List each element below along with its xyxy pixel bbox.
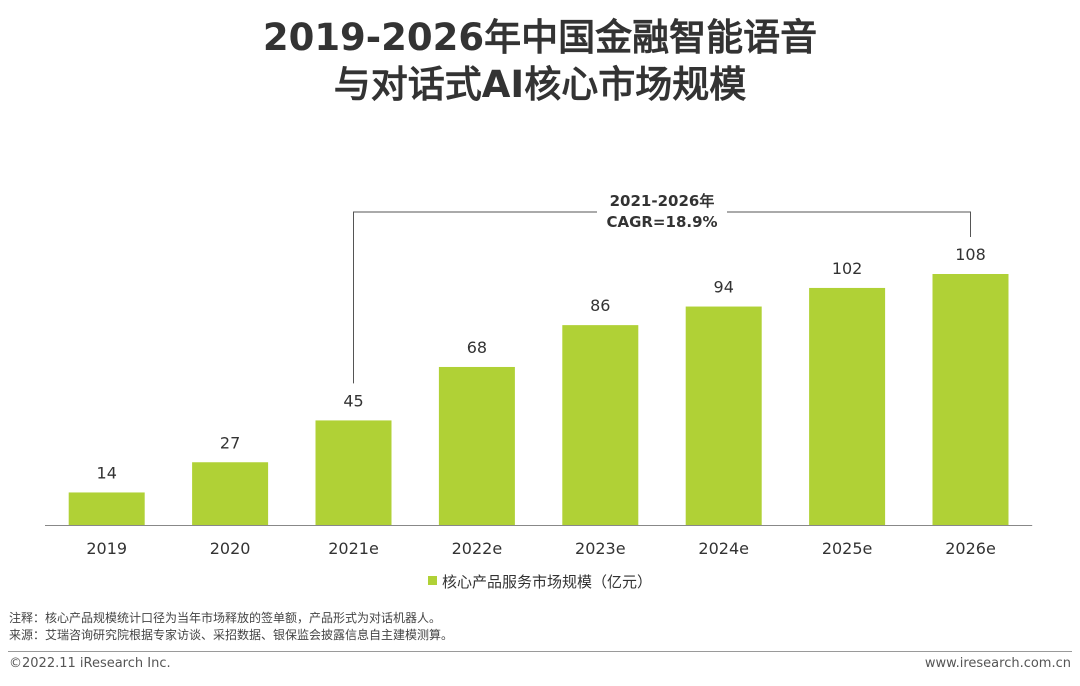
bar-2020	[192, 462, 269, 525]
data-label-2022e: 68	[467, 338, 487, 357]
bar-2021e	[315, 420, 392, 525]
x-tick-label-2022e: 2022e	[452, 539, 503, 558]
chart-title: 2019-2026年中国金融智能语音 与对话式AI核心市场规模	[0, 14, 1080, 108]
bar-2025e	[809, 287, 886, 525]
data-label-2020: 27	[220, 433, 240, 452]
bar-2024e	[685, 306, 762, 525]
x-tick-label-2020: 2020	[210, 539, 251, 558]
note-remark: 注释：核心产品规模统计口径为当年市场释放的签单额，产品形式为对话机器人。	[9, 611, 442, 625]
x-tick-label-2023e: 2023e	[575, 539, 626, 558]
footer-divider	[8, 651, 1072, 652]
data-label-2021e: 45	[343, 391, 363, 410]
bar-2022e	[438, 366, 515, 525]
footer-copyright: ©2022.11 iResearch Inc.	[9, 656, 171, 671]
note-source: 来源：艾瑞咨询研究院根据专家访谈、采招数据、银保监会披露信息自主建模测算。	[9, 628, 454, 642]
x-tick-label-2026e: 2026e	[945, 539, 996, 558]
chart-title-line-1: 2019-2026年中国金融智能语音	[262, 16, 818, 59]
data-label-2026e: 108	[955, 245, 986, 264]
legend-swatch	[427, 576, 437, 585]
footer-url: www.iresearch.com.cn	[924, 656, 1071, 671]
cagr-bracket-right	[727, 211, 971, 237]
data-label-2019: 14	[97, 463, 117, 482]
notes: 注释：核心产品规模统计口径为当年市场释放的签单额，产品形式为对话机器人。 来源：…	[9, 610, 453, 644]
x-tick-label-2019: 2019	[86, 539, 127, 558]
bar-chart: 14 2019 27 2020 45 2021e 68 2022e 86 2023e 94 2024e…	[45, 192, 1033, 591]
cagr-period-label: 2021-2026年	[610, 192, 715, 210]
cagr-bracket-left	[353, 211, 597, 384]
legend-label: 核心产品服务市场规模（亿元）	[442, 573, 652, 591]
chart-title-line-2: 与对话式AI核心市场规模	[333, 63, 747, 106]
x-tick-label-2025e: 2025e	[822, 539, 873, 558]
x-tick-label-2024e: 2024e	[698, 539, 749, 558]
bar-2019	[68, 492, 145, 525]
bar-2023e	[562, 325, 639, 525]
bar-2026e	[932, 274, 1009, 525]
data-label-2023e: 86	[590, 296, 610, 315]
x-tick-label-2021e: 2021e	[328, 539, 379, 558]
data-label-2024e: 94	[714, 278, 734, 297]
cagr-value-label: CAGR=18.9%	[606, 213, 717, 231]
data-label-2025e: 102	[832, 259, 863, 278]
